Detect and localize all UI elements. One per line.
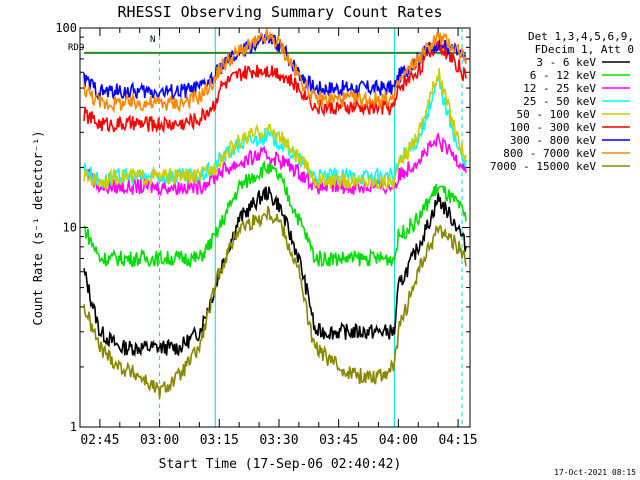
x-tick-label: 04:15 bbox=[438, 433, 477, 448]
x-tick-label: 03:45 bbox=[319, 433, 358, 448]
series-line bbox=[83, 27, 467, 114]
legend-header-line-2: FDecim 1, Att 0 bbox=[535, 43, 634, 56]
footer-timestamp: 17-Oct-2021 08:15 bbox=[554, 468, 636, 477]
series-line bbox=[83, 37, 467, 134]
y-tick-label: 10 bbox=[63, 221, 77, 235]
x-axis-label: Start Time (17-Sep-06 02:40:42) bbox=[159, 457, 402, 472]
legend-label: 12 - 25 keV bbox=[523, 82, 596, 95]
legend-label: 6 - 12 keV bbox=[530, 69, 597, 82]
legend-label: 800 - 7000 keV bbox=[503, 147, 596, 160]
series-line bbox=[83, 31, 467, 101]
legend: Det 1,3,4,5,6,9, FDecim 1, Att 0 3 - 6 k… bbox=[490, 30, 634, 173]
n-annotation: N bbox=[150, 35, 155, 45]
legend-header-line-1: Det 1,3,4,5,6,9, bbox=[528, 30, 634, 43]
x-axis: 02:45 03:00 03:15 03:30 03:45 04:00 04:15 bbox=[79, 28, 478, 448]
rdo-annotation: RDO bbox=[68, 43, 84, 53]
series-line bbox=[83, 132, 467, 197]
y-tick-label: 100 bbox=[55, 21, 77, 35]
x-tick-label: 03:00 bbox=[140, 433, 179, 448]
legend-label: 100 - 300 keV bbox=[510, 121, 596, 134]
y-tick-label: 1 bbox=[70, 420, 77, 434]
legend-label: 25 - 50 keV bbox=[523, 95, 596, 108]
series-line bbox=[83, 160, 467, 268]
x-tick-label: 02:45 bbox=[80, 433, 119, 448]
chart-title: RHESSI Observing Summary Count Rates bbox=[117, 3, 442, 21]
legend-label: 300 - 800 keV bbox=[510, 134, 596, 147]
x-tick-label: 04:00 bbox=[379, 433, 418, 448]
y-axis-label: Count Rate (s⁻¹ detector⁻¹) bbox=[31, 130, 45, 325]
series-line bbox=[83, 68, 467, 191]
y-axis: 1 10 100 bbox=[55, 21, 470, 434]
x-tick-label: 03:15 bbox=[200, 433, 239, 448]
plot-area bbox=[79, 27, 467, 427]
legend-label: 7000 - 15000 keV bbox=[490, 160, 596, 173]
series-line bbox=[83, 205, 467, 399]
legend-label: 50 - 100 keV bbox=[517, 108, 597, 121]
legend-label: 3 - 6 keV bbox=[536, 56, 596, 69]
series-line bbox=[83, 186, 467, 358]
x-tick-label: 03:30 bbox=[259, 433, 298, 448]
